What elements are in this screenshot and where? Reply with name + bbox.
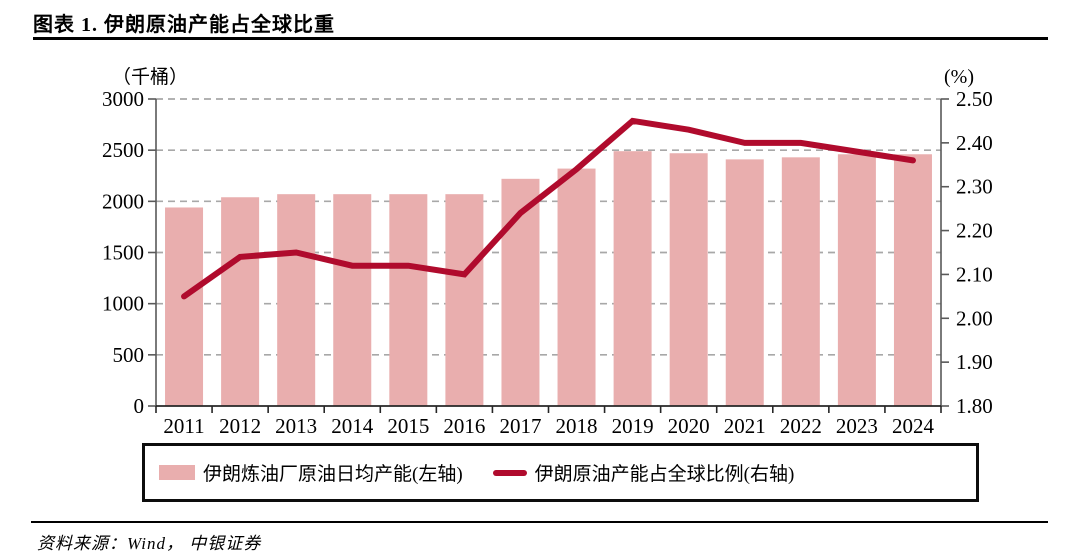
- bar-2023: [837, 154, 876, 406]
- bar-2021: [725, 159, 764, 406]
- figure-title: 图表 1. 伊朗原油产能占全球比重: [33, 14, 335, 36]
- bar-2012: [221, 197, 260, 406]
- right-axis-tick-label-1.90: 1.90: [956, 350, 993, 374]
- x-axis-label-2024: 2024: [892, 414, 935, 438]
- bar-2019: [613, 151, 652, 406]
- x-axis-label-2019: 2019: [612, 414, 654, 438]
- bar-2011: [165, 207, 204, 406]
- right-axis-tick-label-2.20: 2.20: [956, 219, 993, 243]
- bar-2022: [781, 157, 820, 406]
- left-axis-tick-label-2000: 2000: [102, 189, 144, 213]
- x-axis-label-2018: 2018: [556, 414, 598, 438]
- bar-series-label: 伊朗炼油厂原油日均产能(左轴): [203, 464, 463, 485]
- x-axis-label-2013: 2013: [275, 414, 317, 438]
- x-axis-label-2023: 2023: [836, 414, 878, 438]
- bar-series-swatch: [159, 465, 195, 480]
- right-axis-unit-label: (%): [944, 66, 974, 88]
- bar-2014: [333, 194, 372, 406]
- bar-2024: [893, 154, 932, 406]
- left-axis-tick-label-1000: 1000: [102, 292, 144, 316]
- x-axis-label-2012: 2012: [219, 414, 261, 438]
- bar-2013: [277, 194, 316, 406]
- right-axis-tick-label-1.80: 1.80: [956, 394, 993, 418]
- x-axis-label-2017: 2017: [499, 414, 541, 438]
- bar-2020: [669, 153, 708, 406]
- right-axis-tick-label-2.50: 2.50: [956, 87, 993, 111]
- left-axis-tick-label-3000: 3000: [102, 87, 144, 111]
- x-axis-label-2022: 2022: [780, 414, 822, 438]
- bar-2016: [445, 194, 484, 406]
- left-axis-unit-label: （千桶）: [112, 66, 188, 88]
- left-axis-tick-label-2500: 2500: [102, 138, 144, 162]
- x-axis-label-2011: 2011: [163, 414, 204, 438]
- right-axis-tick-label-2.00: 2.00: [956, 306, 993, 330]
- source-note: 资料来源：Wind， 中银证券: [37, 534, 262, 553]
- right-axis-tick-label-2.30: 2.30: [956, 175, 993, 199]
- line-series-label: 伊朗原油产能占全球比例(右轴): [534, 464, 795, 485]
- right-axis-tick-label-2.40: 2.40: [956, 131, 993, 155]
- share-line-series: [181, 117, 916, 300]
- x-axis-label-2016: 2016: [443, 414, 485, 438]
- line-series-swatch: [492, 469, 527, 476]
- bar-2015: [389, 194, 428, 406]
- left-axis-tick-label-1500: 1500: [102, 241, 144, 265]
- x-axis-label-2020: 2020: [668, 414, 710, 438]
- left-axis-tick-label-0: 0: [134, 394, 145, 418]
- x-axis-label-2015: 2015: [387, 414, 429, 438]
- x-axis-label-2021: 2021: [724, 414, 766, 438]
- title-rule: [33, 37, 1048, 40]
- x-axis-label-2014: 2014: [331, 414, 374, 438]
- right-axis-tick-label-2.10: 2.10: [956, 262, 993, 286]
- bar-2018: [557, 168, 596, 406]
- bottom-rule: [31, 521, 1048, 523]
- left-axis-tick-label-500: 500: [113, 343, 145, 367]
- chart-legend: 伊朗炼油厂原油日均产能(左轴) 伊朗原油产能占全球比例(右轴): [142, 443, 979, 502]
